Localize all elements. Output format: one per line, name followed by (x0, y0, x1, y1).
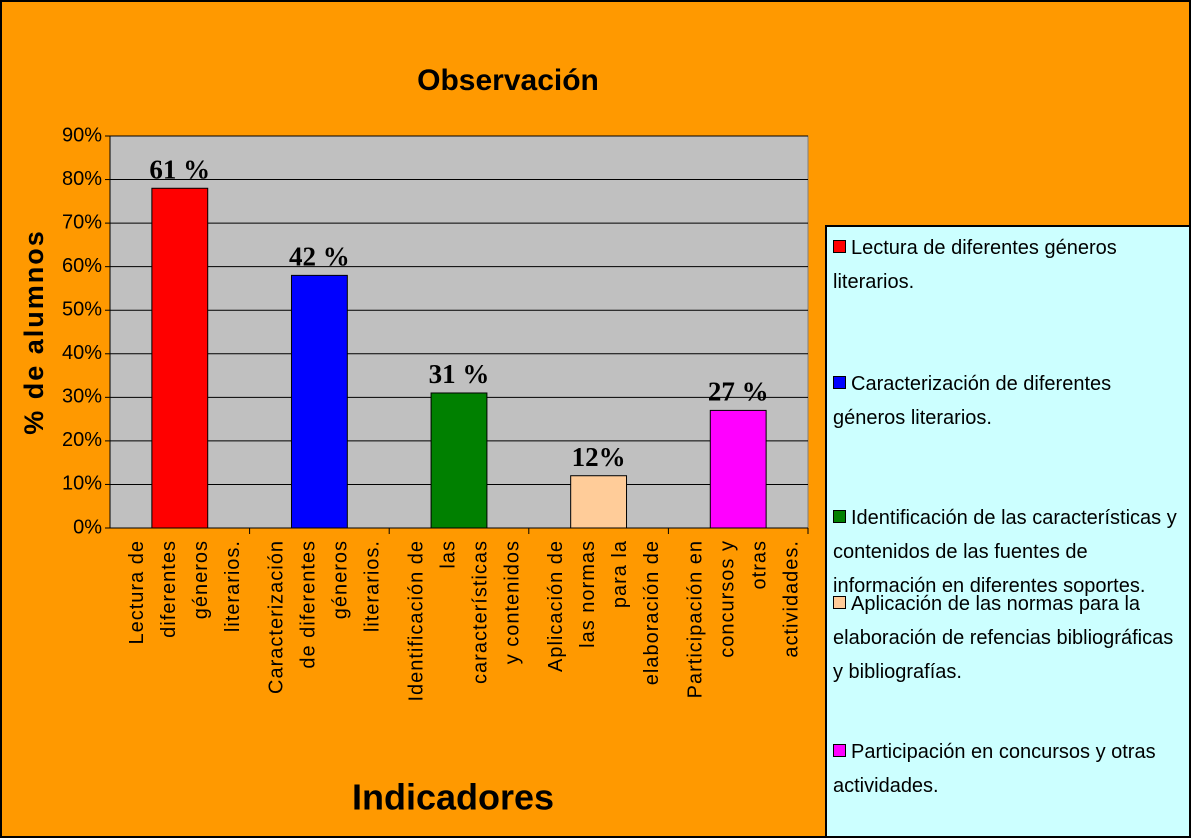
x-tick-label: Caracterización (266, 540, 288, 694)
x-axis-title: Indicadores (352, 777, 554, 818)
y-tick-label: 10% (62, 473, 102, 495)
y-axis-title: % de alumnos (19, 229, 49, 435)
x-tick-label: literarios. (222, 540, 244, 632)
legend-entry: Identificación de las características y … (833, 501, 1185, 603)
y-tick-label: 60% (62, 255, 102, 277)
legend: Lectura de diferentes géneros literarios… (825, 225, 1189, 836)
annotation: 27 % (708, 377, 769, 407)
legend-swatch (833, 376, 846, 389)
y-tick-label: 20% (62, 429, 102, 451)
y-tick-label: 50% (62, 299, 102, 321)
x-tick-label: géneros (330, 540, 352, 619)
legend-swatch (833, 510, 846, 523)
x-tick-label: y contenidos (501, 540, 523, 664)
bar (709, 409, 767, 529)
bar (570, 475, 628, 529)
annotation: 31 % (429, 359, 490, 389)
legend-swatch (833, 596, 846, 609)
x-tick-label: características (469, 540, 491, 684)
x-tick-label: Aplicación de (545, 540, 567, 672)
legend-label: Lectura de diferentes géneros literarios… (833, 237, 1117, 293)
chart-title: Observación (417, 64, 599, 97)
x-tick-label: Lectura de (126, 540, 148, 645)
legend-label: Identificación de las características y … (833, 507, 1177, 597)
bar (290, 274, 348, 529)
x-tick-label: literarios. (362, 540, 384, 632)
y-tick-label: 80% (62, 168, 102, 190)
x-tick-label: de diferentes (298, 540, 320, 669)
legend-label: Participación en concursos y otras activ… (833, 741, 1156, 797)
y-tick-label: 90% (62, 124, 102, 146)
annotation: 12% (572, 442, 626, 472)
x-tick-label: las normas (577, 540, 599, 648)
x-tick-label: otras (748, 540, 770, 589)
legend-label: Caracterización de diferentes géneros li… (833, 373, 1112, 429)
x-tick-label: para la (609, 540, 631, 608)
legend-swatch (833, 744, 846, 757)
x-tick-label: diferentes (158, 540, 180, 638)
x-tick-label: concursos y (716, 540, 738, 658)
bar (430, 392, 488, 529)
bar (151, 187, 209, 529)
legend-label: Aplicación de las normas para la elabora… (833, 593, 1174, 683)
legend-entry: Aplicación de las normas para la elabora… (833, 587, 1185, 689)
x-tick-label: Identificación de (405, 540, 427, 702)
y-tick-label: 0% (73, 516, 102, 538)
annotation: 61 % (149, 154, 210, 184)
legend-entry: Caracterización de diferentes géneros li… (833, 367, 1185, 435)
x-tick-label: géneros (190, 540, 212, 619)
y-tick-label: 70% (62, 211, 102, 233)
x-tick-label: actividades. (780, 540, 802, 658)
legend-entry: Lectura de diferentes géneros literarios… (833, 231, 1185, 299)
y-tick-label: 40% (62, 342, 102, 364)
y-tick-label: 30% (62, 386, 102, 408)
annotation: 42 % (289, 242, 350, 272)
legend-entry: Participación en concursos y otras activ… (833, 735, 1185, 803)
x-tick-label: las (437, 540, 459, 569)
x-tick-label: elaboración de (641, 540, 663, 685)
legend-swatch (833, 240, 846, 253)
x-tick-label: Participación en (684, 540, 706, 698)
